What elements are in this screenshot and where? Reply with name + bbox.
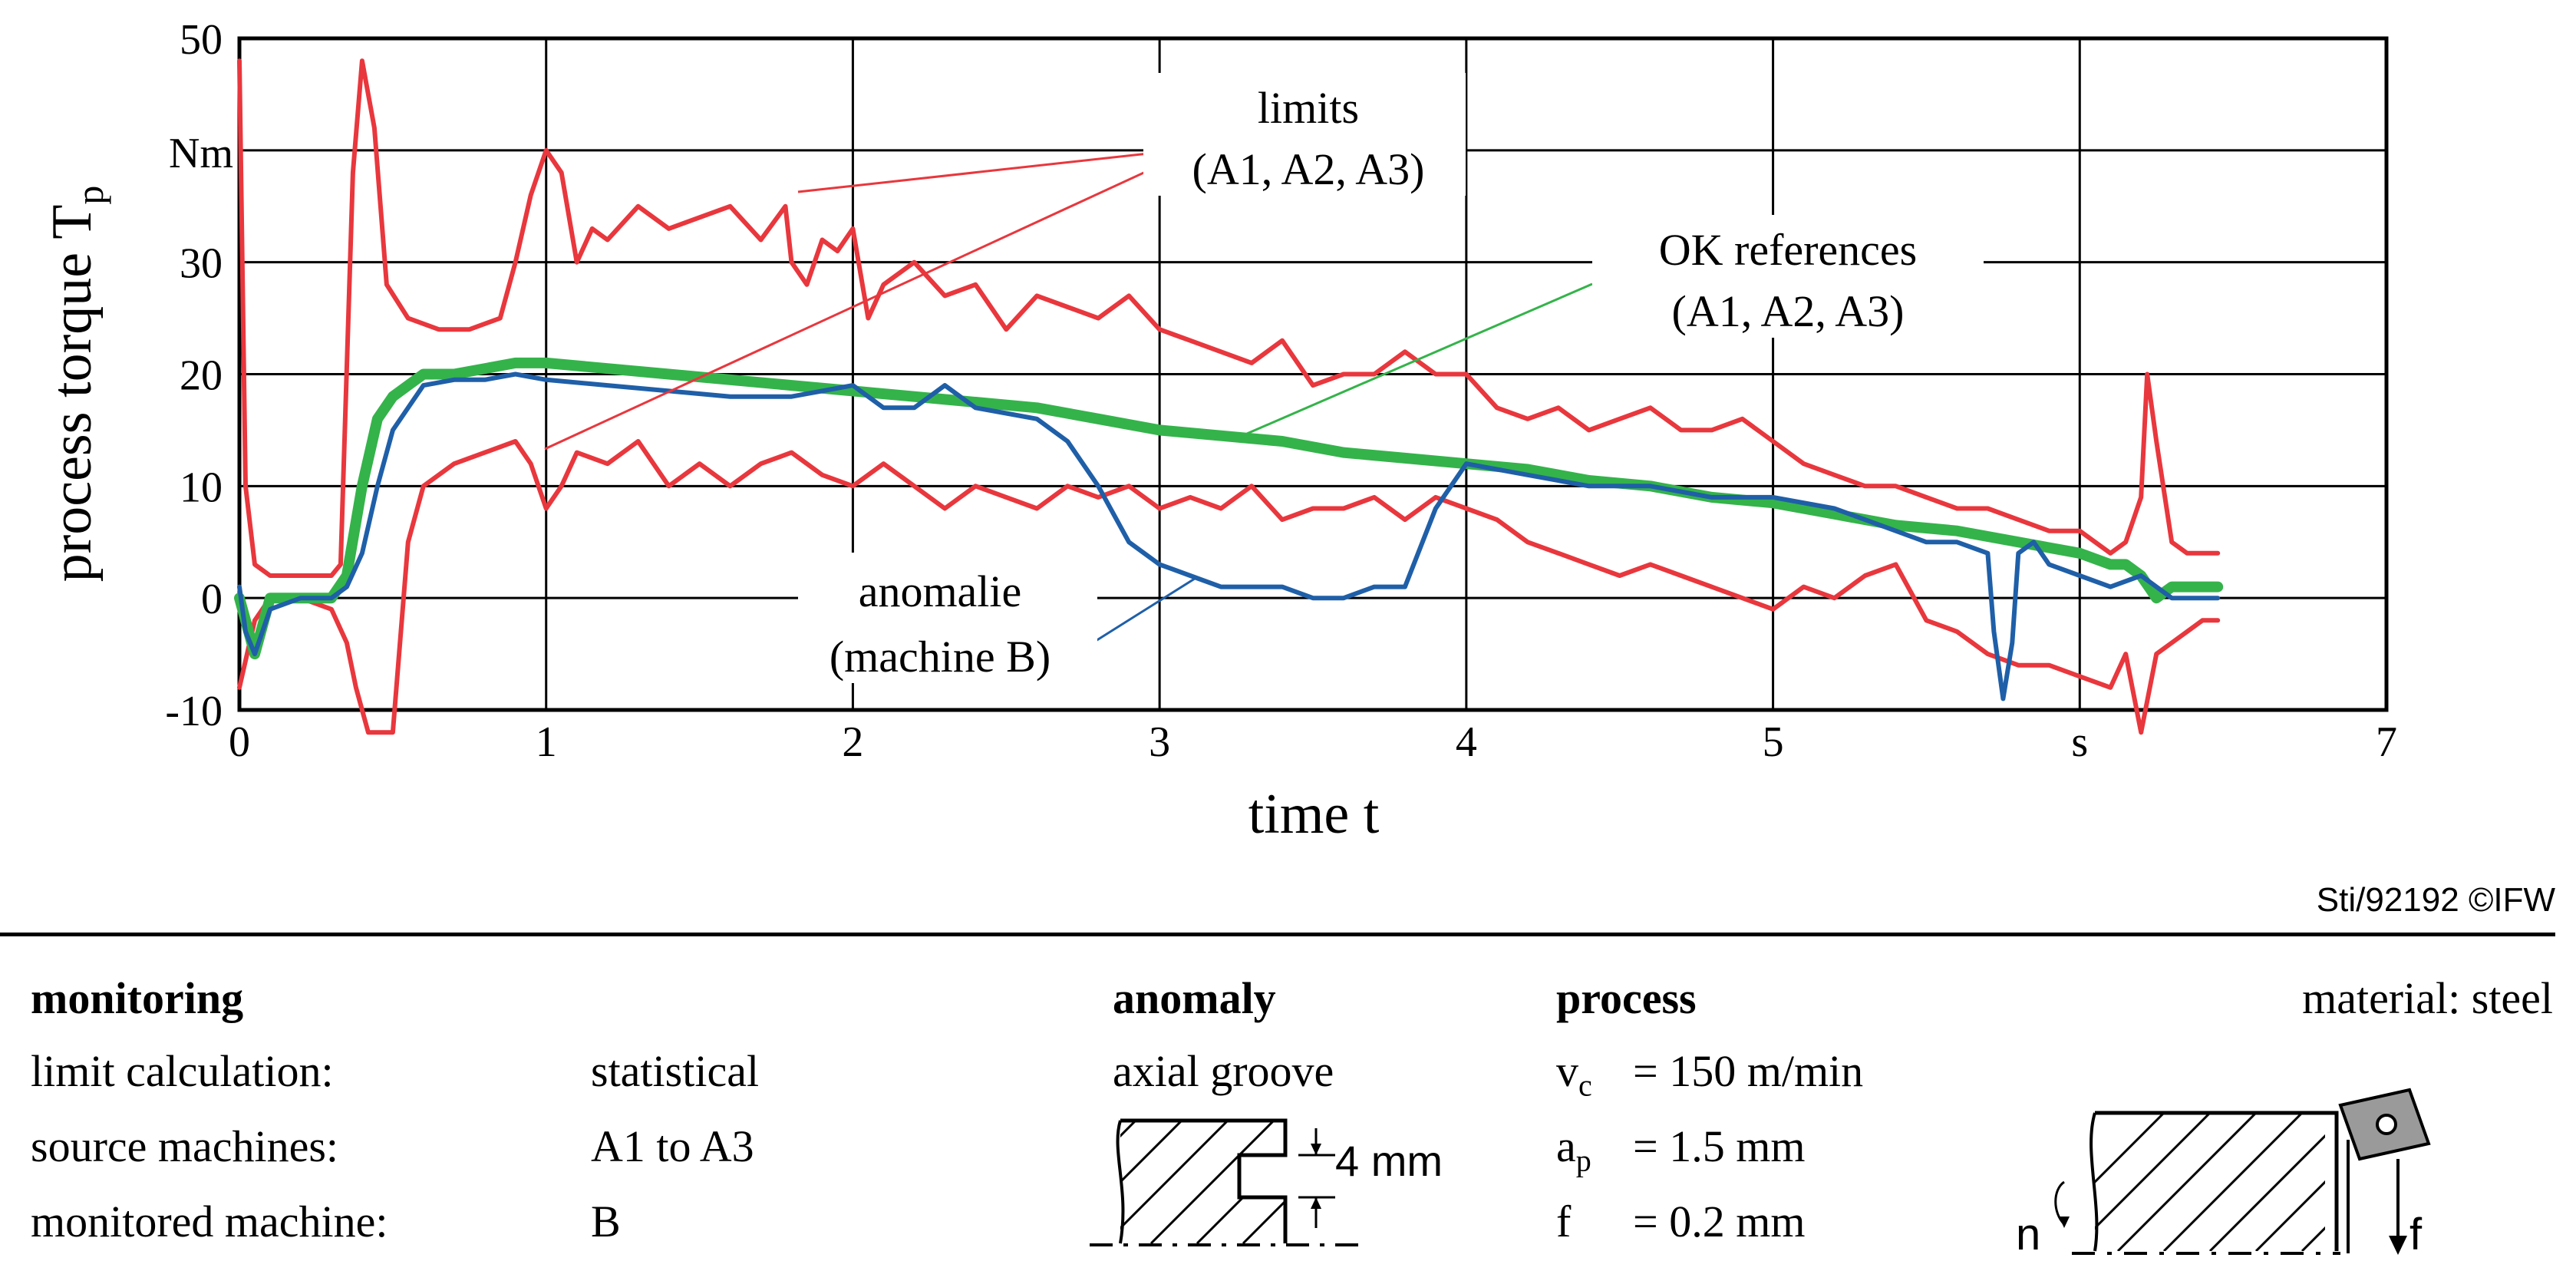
x-axis-label: time t (1248, 783, 1380, 846)
process-heading: process (1556, 973, 1697, 1023)
x-unit-label: s (2071, 718, 2088, 766)
ap-symbol: a (1556, 1121, 1576, 1171)
footer-panel: monitoring limit calculation: statistica… (0, 933, 2576, 1271)
ap-subscript: p (1575, 1143, 1591, 1178)
ok-leader (1246, 282, 1593, 435)
y-tick-label: 30 (180, 240, 223, 288)
x-tick-label: 2 (842, 718, 863, 766)
x-tick-label: 7 (2376, 718, 2397, 766)
monitoring-heading: monitoring (31, 973, 244, 1023)
ap-param: ap (1556, 1124, 1591, 1177)
y-axis-label-sub: p (68, 186, 111, 205)
material-label: material: steel (2302, 973, 2553, 1023)
y-tick-label: 50 (180, 16, 223, 64)
anomalie-label-box (798, 553, 1097, 683)
monitored-machine-value: B (591, 1197, 621, 1246)
limit-calc-value: statistical (591, 1046, 760, 1096)
vc-symbol: v (1556, 1046, 1578, 1096)
anomalie-leader (1089, 576, 1198, 646)
f-param: f (1556, 1197, 1572, 1246)
feed-label-f: f (2409, 1210, 2423, 1259)
series-line-3 (237, 371, 2221, 702)
y-tick-label: 0 (201, 576, 223, 623)
chart-series (234, 58, 2224, 735)
ok-label-line1: OK references (1659, 225, 1918, 275)
y-tick-label: -10 (165, 688, 223, 735)
copyright: Sti/92192 ©IFW (2316, 881, 2555, 919)
x-tick-label: 5 (1763, 718, 1784, 766)
x-tick-label: 4 (1456, 718, 1477, 766)
ok-label-line2: (A1, A2, A3) (1672, 286, 1905, 336)
x-tick-label: 1 (536, 718, 557, 766)
x-tick-label: 0 (229, 718, 250, 766)
anomaly-heading: anomaly (1113, 973, 1276, 1023)
groove-depth-label: 4 mm (1335, 1137, 1443, 1185)
ap-value: = 1.5 mm (1633, 1121, 1806, 1171)
y-unit-label: Nm (169, 130, 233, 177)
y-axis-label: process torque Tp (41, 186, 111, 583)
y-axis-label-main: process torque T (41, 205, 104, 583)
source-machines-value: A1 to A3 (591, 1121, 754, 1171)
vc-value: = 150 m/min (1633, 1046, 1864, 1096)
annotation-leaders (544, 147, 1593, 646)
series-line-1 (237, 439, 2221, 735)
chart-grid (237, 36, 2389, 712)
anomalie-label-line2: (machine B) (830, 632, 1051, 682)
limits-label-line2: (A1, A2, A3) (1192, 144, 1425, 194)
limits-leader-upper (797, 147, 1198, 193)
vc-param: vc (1556, 1049, 1592, 1101)
limits-label-box (1143, 73, 1466, 196)
ok-label-box (1592, 215, 1984, 338)
monitored-machine-label: monitored machine: (31, 1197, 388, 1246)
anomaly-value: axial groove (1113, 1046, 1334, 1096)
anomalie-label-line1: anomalie (859, 566, 1022, 616)
svg-text:process torque Tp: process torque Tp (41, 186, 111, 583)
series-line-0 (237, 58, 2221, 578)
f-value: = 0.2 mm (1633, 1197, 1806, 1246)
groove-sketch (1090, 1118, 1366, 1246)
limits-leader-lower (544, 147, 1198, 451)
y-tick-label: 20 (180, 352, 223, 400)
limit-calc-label: limit calculation: (31, 1046, 334, 1096)
vc-subscript: c (1578, 1068, 1592, 1103)
limits-label-line1: limits (1258, 83, 1359, 133)
footer-divider (0, 933, 2555, 936)
turning-sketch (2054, 1088, 2431, 1255)
y-tick-label: 10 (180, 464, 223, 511)
x-tick-label: 3 (1149, 718, 1170, 766)
spindle-label-n: n (2016, 1210, 2041, 1259)
source-machines-label: source machines: (31, 1121, 339, 1171)
series-line-2 (234, 357, 2224, 660)
